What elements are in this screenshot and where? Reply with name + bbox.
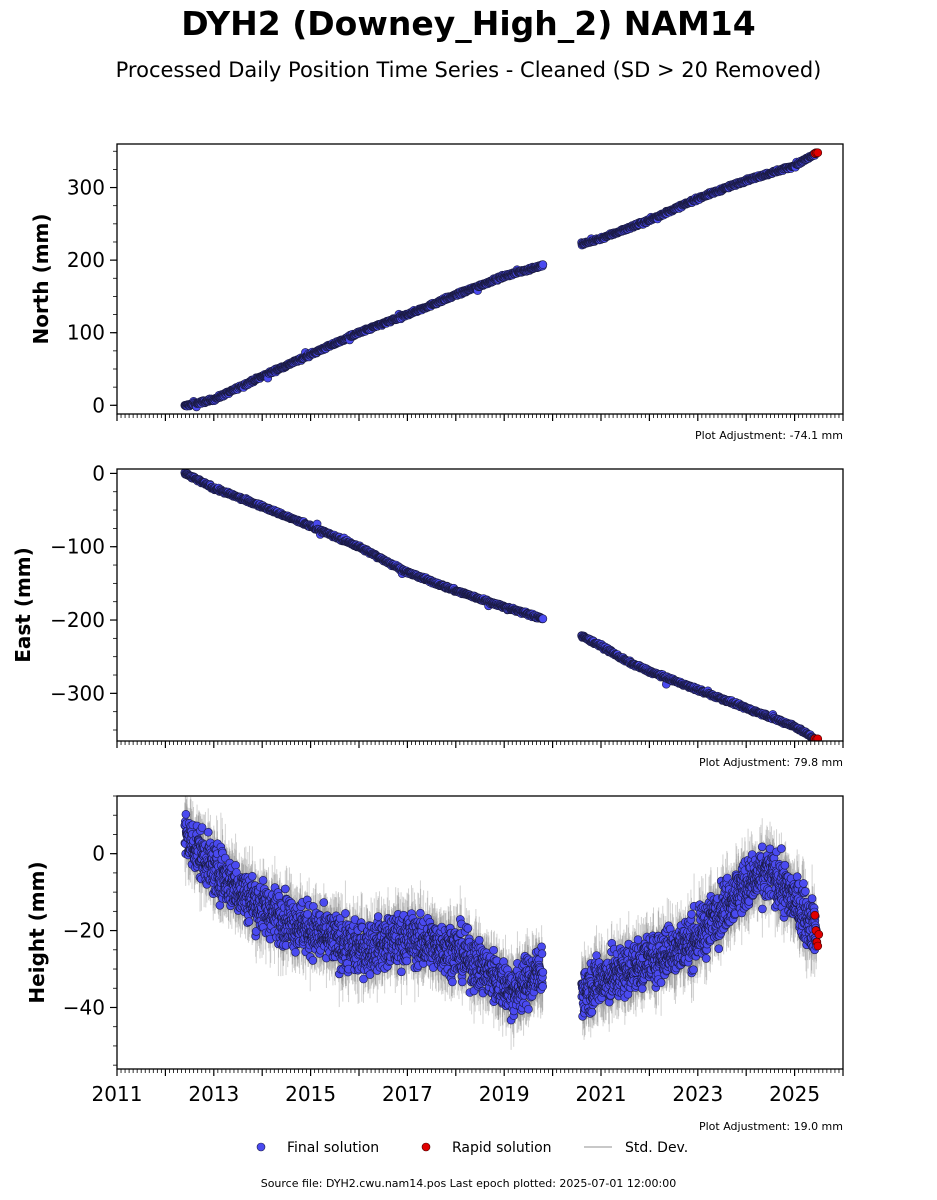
panel-data (180, 148, 823, 412)
plot-adjustment-label: Plot Adjustment: -74.1 mm (695, 429, 843, 442)
y-axis-label: North (mm) (29, 213, 53, 344)
y-tick-label: 0 (92, 461, 105, 485)
rapid-points (810, 148, 823, 158)
y-axis: 0 −100 −200 −300 (50, 461, 117, 731)
y-tick-label: −300 (50, 681, 105, 705)
final-points (180, 148, 821, 412)
final-points (180, 469, 821, 741)
final-point (538, 614, 548, 624)
y-tick-label: 100 (67, 321, 105, 345)
rapid-point (813, 148, 823, 157)
panel-east: 0 −100 −200 −300 East (mm) Plot Adjustment: 7… (11, 461, 844, 769)
final-point (538, 260, 548, 269)
panel-data (180, 469, 823, 741)
rapid-point (813, 734, 823, 741)
rapid-points (810, 734, 823, 741)
x-axis (116, 741, 844, 748)
panel-north: 0 100 200 300 North (mm) Plot Adjustment: -74… (29, 143, 844, 442)
plot-adjustment-label: Plot Adjustment: 79.8 mm (699, 756, 843, 769)
x-axis (116, 414, 844, 421)
chart-subtitle: Processed Daily Position Time Series - C… (115, 58, 822, 82)
y-axis-label: East (mm) (11, 547, 35, 663)
y-tick-label: 0 (92, 393, 105, 417)
y-tick-label: −200 (50, 608, 105, 632)
chart-title: DYH2 (Downey_High_2) NAM14 (181, 4, 756, 43)
panel-data (180, 796, 824, 1050)
y-tick-label: −100 (50, 535, 105, 559)
y-tick-label: 300 (67, 176, 105, 200)
y-tick-label: 200 (67, 248, 105, 272)
y-axis: 0 100 200 300 (67, 150, 117, 417)
